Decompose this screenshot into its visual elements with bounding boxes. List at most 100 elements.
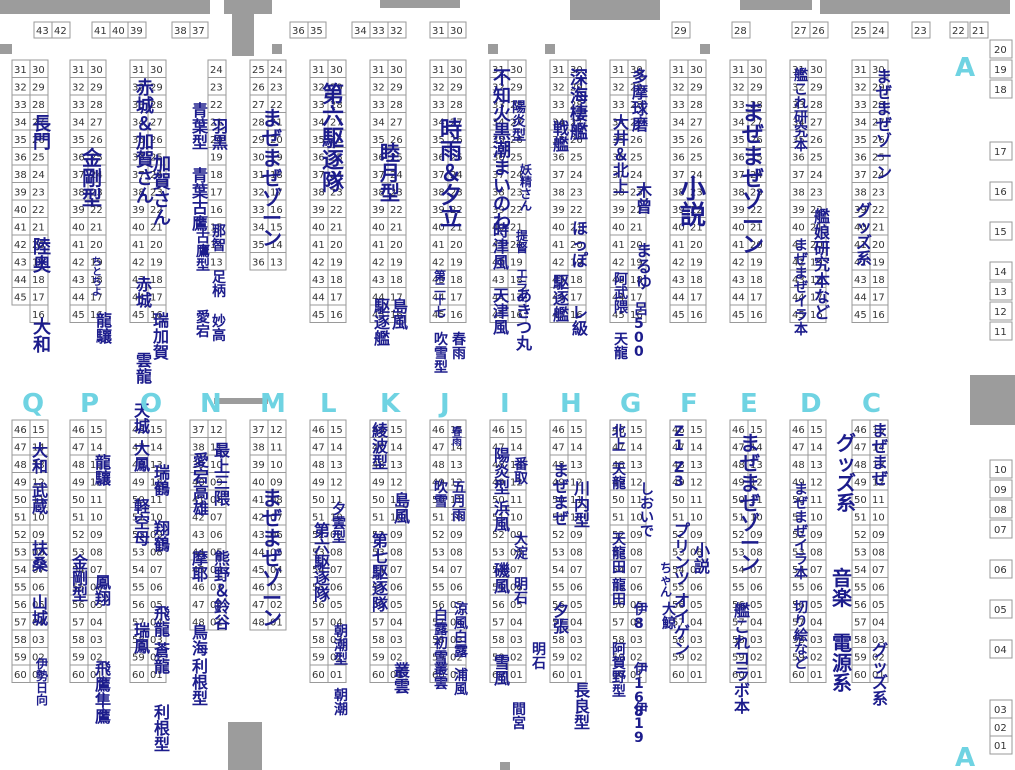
booth-cell[interactable] bbox=[687, 304, 707, 323]
booth-number: 33 bbox=[312, 100, 325, 111]
group-label: 大和 bbox=[33, 316, 51, 356]
wall-segment bbox=[820, 0, 1010, 14]
booth-number: 39 bbox=[492, 205, 505, 216]
booth-number: 11 bbox=[810, 495, 823, 506]
booth-number: 22 bbox=[270, 100, 283, 111]
booth-number: 29 bbox=[690, 83, 703, 94]
booth-number: 31 bbox=[14, 65, 27, 76]
booth-number: 18 bbox=[510, 275, 523, 286]
booth-number: 30 bbox=[330, 65, 343, 76]
group-label: 時雨＆夕立 bbox=[440, 118, 462, 231]
group-label-char: 城 bbox=[136, 291, 152, 310]
booth-number: 12 bbox=[270, 425, 283, 436]
group-label-char: 田 bbox=[612, 560, 626, 576]
booth-number: 34 bbox=[252, 223, 265, 234]
booth-number: 46 bbox=[14, 425, 27, 436]
booth-cell[interactable] bbox=[29, 304, 49, 323]
group-label-char: 門 bbox=[33, 132, 51, 153]
booth-number: 52 bbox=[432, 530, 445, 541]
booth-number: 44 bbox=[14, 275, 27, 286]
booth-cell[interactable] bbox=[327, 304, 347, 323]
booth-cell[interactable] bbox=[567, 304, 587, 323]
group-label-char: 雲 bbox=[394, 677, 410, 696]
booth-number: 49 bbox=[312, 478, 325, 489]
group-label: 長良型 bbox=[574, 681, 591, 732]
group-label-char: 城 bbox=[134, 417, 150, 436]
group-label-char: 系 bbox=[872, 689, 888, 708]
booth-number: 42 bbox=[72, 258, 85, 269]
booth-cell[interactable] bbox=[87, 304, 107, 323]
booth-number: 32 bbox=[72, 83, 85, 94]
booth-number: 39 bbox=[372, 205, 385, 216]
booth-cell[interactable] bbox=[747, 304, 767, 323]
group-label: 那智 bbox=[211, 224, 226, 254]
group-label: 陸奥 bbox=[33, 236, 52, 276]
booth-number: 06 bbox=[150, 583, 163, 594]
booth-number: 57 bbox=[14, 618, 27, 629]
booth-cell[interactable] bbox=[207, 252, 227, 271]
booth-number: 33 bbox=[612, 100, 625, 111]
booth-cell[interactable] bbox=[387, 304, 407, 323]
booth-number: 28 bbox=[90, 100, 103, 111]
right-booth-number: 17 bbox=[994, 147, 1007, 158]
group-label-char: 楽 bbox=[832, 586, 853, 610]
booth-cell[interactable] bbox=[507, 304, 527, 323]
booth-number: 22 bbox=[872, 205, 885, 216]
booth-number: 37 bbox=[552, 170, 565, 181]
booth-number: 18 bbox=[150, 275, 163, 286]
group-label-char: 龍 bbox=[154, 657, 170, 676]
booth-number: 26 bbox=[570, 135, 583, 146]
group-label: 熊野＆鈴谷 bbox=[214, 549, 231, 632]
booth-number: 35 bbox=[612, 135, 625, 146]
booth-number: 02 bbox=[750, 653, 763, 664]
row-letter-I: I bbox=[500, 389, 510, 419]
group-label: 陽炎型 bbox=[494, 446, 510, 497]
right-booth-number: 05 bbox=[994, 605, 1007, 616]
wall-segment bbox=[380, 0, 460, 8]
booth-number: 24 bbox=[270, 65, 283, 76]
group-label-char: 督 bbox=[516, 240, 528, 255]
row-letter-J: J bbox=[438, 389, 450, 419]
booth-number: 43 bbox=[432, 275, 445, 286]
booth-number: 19 bbox=[150, 258, 163, 269]
group-label-char: ン bbox=[876, 163, 892, 182]
booth-number: 22 bbox=[150, 205, 163, 216]
booth-cell[interactable] bbox=[267, 252, 287, 271]
booth-number: 21 bbox=[330, 223, 343, 234]
booth-number: 58 bbox=[372, 635, 385, 646]
group-label-char: 風 bbox=[493, 318, 509, 337]
booth-number: 30 bbox=[450, 65, 463, 76]
group-label-char: 本 bbox=[794, 321, 809, 338]
booth-number: 55 bbox=[432, 583, 445, 594]
booth-number: 28 bbox=[570, 100, 583, 111]
booth-number: 29 bbox=[90, 83, 103, 94]
booth-number: 22 bbox=[90, 205, 103, 216]
booth-number: 18 bbox=[32, 275, 45, 286]
top-booth-number: 31 bbox=[432, 26, 445, 37]
booth-block-H-bottom: 4647484950515253545556575859601514131211… bbox=[549, 419, 587, 683]
right-booth-number-cell bbox=[989, 519, 1013, 539]
booth-number: 19 bbox=[630, 258, 643, 269]
booth-block-H-top: 31 32 33 34 35 36 37 38 39 40 41 42 43 44 45 30 29 28 27 26… bbox=[549, 59, 587, 323]
booth-number: 23 bbox=[690, 188, 703, 199]
booth-number: 19 bbox=[750, 258, 763, 269]
group-label-char: 風 bbox=[394, 507, 410, 526]
booth-cell[interactable] bbox=[627, 304, 647, 323]
booth-number: 50 bbox=[72, 495, 85, 506]
right-booth-number-cell bbox=[989, 79, 1013, 99]
booth-number: 36 bbox=[552, 153, 565, 164]
row-letter-M: M bbox=[260, 389, 286, 419]
booth-number: 37 bbox=[192, 425, 205, 436]
booth-number: 06 bbox=[630, 583, 643, 594]
booth-cell[interactable] bbox=[447, 304, 467, 323]
booth-cell[interactable] bbox=[147, 304, 167, 323]
right-booth-number-cell bbox=[989, 221, 1013, 241]
booth-number: 60 bbox=[372, 670, 385, 681]
booth-number: 27 bbox=[510, 118, 523, 129]
booth-number: 44 bbox=[72, 293, 85, 304]
booth-number: 55 bbox=[14, 583, 27, 594]
